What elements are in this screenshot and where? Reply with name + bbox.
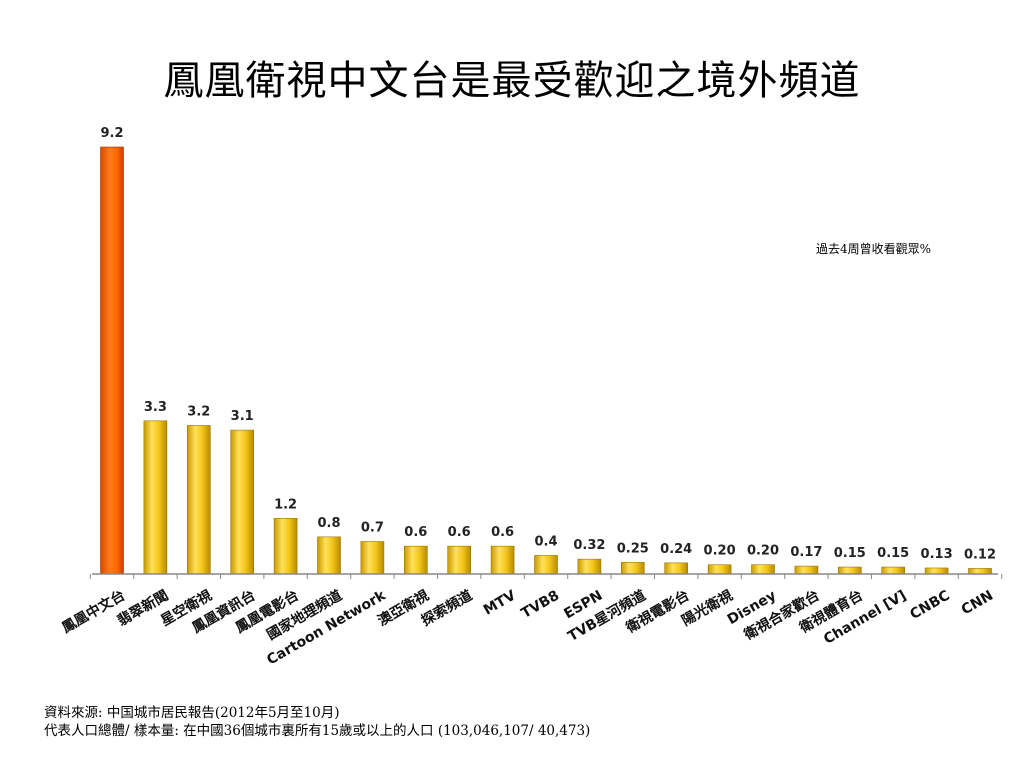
footer-sample: 代表人口總體/ 樣本量: 在中國36個城市裏所有15歲或以上的人口 (103,0… [44, 723, 591, 739]
bar-3 [187, 425, 211, 575]
value-label: 0.15 [877, 546, 909, 561]
value-label: 0.4 [534, 534, 557, 549]
category-label: 鳳凰中文台 [59, 587, 128, 637]
bar-18 [837, 566, 862, 575]
bar-21 [968, 568, 992, 575]
bar-13 [620, 562, 645, 575]
value-label: 0.32 [573, 538, 605, 553]
value-label: 0.17 [790, 545, 822, 560]
bar-2 [143, 420, 168, 575]
value-label: 0.20 [704, 544, 736, 559]
value-label: 0.8 [317, 516, 340, 531]
footer: 資料來源: 中国城市居民報告(2012年5月至10月) 代表人口總體/ 樣本量:… [44, 704, 590, 740]
value-label: 0.6 [491, 525, 514, 540]
bar-7 [360, 541, 385, 575]
bar-19 [881, 566, 906, 575]
bar-1 [100, 146, 124, 575]
chart-title: 鳳凰衛視中文台是最受歡迎之境外頻道 [163, 58, 861, 104]
bar-12 [577, 558, 602, 575]
bar-4 [230, 429, 254, 575]
category-label: CNN [959, 588, 996, 619]
bar-20 [924, 567, 949, 575]
footer-source: 資料來源: 中国城市居民報告(2012年5月至10月) [44, 705, 340, 721]
value-label: 0.15 [834, 546, 866, 561]
value-label: 9.2 [100, 126, 123, 141]
bars-layer [100, 146, 992, 575]
category-label: TVB8 [519, 588, 562, 622]
x-axis-ticks [89, 574, 1003, 579]
bar-10 [490, 545, 515, 575]
value-label: 0.7 [361, 521, 384, 536]
value-label: 0.20 [747, 544, 779, 559]
value-label: 3.2 [187, 404, 210, 419]
value-label: 0.13 [921, 547, 953, 562]
bar-8 [403, 545, 428, 575]
value-label: 0.25 [617, 541, 649, 556]
value-labels: 9.2 3.3 3.2 3.1 1.2 0.8 0.7 0.6 0.6 0.6 0.4 0.32 0.2… [100, 126, 996, 562]
value-label: 0.24 [660, 542, 692, 557]
value-label: 1.2 [274, 497, 297, 512]
bar-16 [751, 564, 775, 575]
bar-6 [317, 536, 341, 575]
bar-14 [664, 562, 689, 575]
category-label: MTV [481, 588, 519, 619]
bar-9 [447, 545, 472, 575]
bar-15 [707, 564, 732, 575]
value-label: 0.12 [964, 547, 996, 562]
category-label: CNBC [907, 588, 952, 623]
series-note: 過去4周曾收看觀眾% [816, 242, 932, 256]
value-label: 0.6 [448, 525, 471, 540]
value-label: 3.1 [231, 409, 254, 424]
value-label: 0.6 [404, 525, 427, 540]
value-label: 3.3 [144, 400, 167, 415]
bar-17 [794, 565, 819, 575]
bar-5 [273, 518, 298, 575]
bar-11 [534, 555, 558, 575]
